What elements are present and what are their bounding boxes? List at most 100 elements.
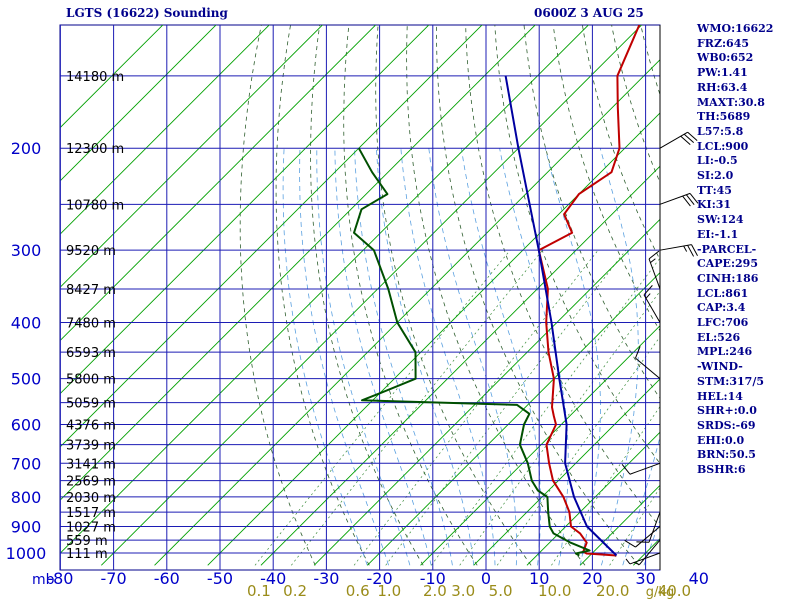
index-item: PW:1.41: [697, 66, 748, 80]
wind-barb-staff: [648, 511, 661, 543]
wind-barb-staff: [639, 539, 661, 565]
isotherm: [313, 218, 660, 566]
dry-adiabat: [375, 25, 532, 566]
isotherm: [526, 431, 660, 566]
index-item: STM:317/5: [697, 374, 764, 388]
temperature-profile: [537, 25, 641, 557]
index-item: LFC:706: [697, 316, 749, 330]
temperature-tick-label: -60: [154, 569, 180, 588]
mixing-ratio-label: 10.0: [538, 582, 571, 600]
pressure-tick-label: 800: [11, 488, 42, 507]
isotherm: [60, 25, 536, 501]
height-label: 559 m: [66, 534, 108, 549]
temperature-tick-label: -10: [420, 569, 446, 588]
temperature-tick-label: 30: [635, 569, 655, 588]
index-item: WMO:16622: [697, 22, 774, 35]
wind-barb-flag: [648, 250, 660, 260]
valid-time: 0600Z 3 AUG 25: [534, 6, 644, 20]
plot-frame: [59, 24, 661, 571]
moist-adiabat: [599, 148, 639, 566]
grid-layer: [59, 0, 800, 571]
temperature-tick-label: -70: [101, 569, 127, 588]
temperature-tick-label: 0: [481, 569, 491, 588]
dry-adiabat: [465, 25, 660, 528]
mixing-ratio-unit-label: g/kg: [646, 585, 674, 600]
index-item: WB0:652: [697, 51, 754, 65]
isotherm: [154, 59, 660, 566]
wind-barb-flag: [691, 244, 698, 256]
wind-barb-flag: [685, 194, 695, 205]
index-item: LCL:900: [697, 139, 749, 153]
data-layer: [353, 25, 641, 557]
mixing-ratio-label: 0.1: [247, 582, 271, 600]
moist-adiabat: [316, 148, 411, 566]
moist-adiabat: [499, 148, 569, 566]
height-label: 3141 m: [66, 457, 116, 472]
height-label: 10780 m: [66, 198, 124, 213]
dry-adiabat: [239, 25, 316, 566]
temperature-tick-label: -80: [47, 569, 73, 588]
moist-adiabat: [544, 148, 601, 566]
wind-barb: [635, 346, 661, 380]
pressure-tick-label: 1000: [6, 544, 47, 563]
height-label: 1027 m: [66, 521, 116, 536]
moist-adiabat: [282, 148, 368, 566]
height-label: 2030 m: [66, 491, 116, 506]
moist-adiabat: [400, 148, 496, 566]
index-item: RH:63.4: [697, 80, 748, 94]
dry-adiabat: [796, 0, 800, 565]
wind-barb-flag: [643, 285, 653, 296]
index-item: CAPE:295: [697, 257, 758, 271]
wind-barb-flag: [624, 540, 636, 548]
wind-barb-flag: [683, 245, 688, 252]
mixing-ratio-label: 2.0: [423, 582, 447, 600]
mixing-ratio-label: 0.2: [283, 582, 307, 600]
index-item: SW:124: [697, 213, 744, 227]
height-label: 3739 m: [66, 439, 116, 454]
height-label: 111 m: [66, 547, 108, 562]
wind-barb: [636, 511, 661, 543]
isotherm: [367, 271, 660, 566]
isotherm: [60, 25, 590, 555]
isotherm: [60, 25, 430, 395]
isotherm: [260, 165, 660, 566]
height-label: 9520 m: [66, 244, 116, 259]
wind-barb-staff: [659, 192, 691, 205]
moist-adiabat: [622, 434, 660, 566]
wind-barb: [633, 539, 661, 566]
index-item: CAP:3.4: [697, 301, 746, 315]
index-item: -PARCEL-: [697, 242, 757, 256]
wind-barb: [648, 250, 661, 290]
isotherm: [60, 25, 377, 342]
dry-adiabat: [581, 25, 660, 261]
temperature-tick-label: -40: [260, 569, 286, 588]
index-item: BRN:50.5: [697, 448, 756, 462]
label-layer: 100200300400500600700800900100014180 m12…: [6, 70, 709, 600]
mixing-ratio-line: [291, 249, 543, 566]
mixing-ratio-label: 1.0: [377, 582, 401, 600]
index-item: SRDS:-69: [697, 418, 756, 432]
index-item: L57:5.8: [697, 124, 744, 138]
index-item: EHI:0.0: [697, 433, 745, 447]
wind-barb-staff: [629, 462, 661, 475]
dewpoint-profile: [353, 147, 591, 557]
stability-indices: WMO:16622 FRZ:645 WB0:652 PW:1.41 RH:63.4 MAX…: [697, 22, 773, 478]
mixing-ratio-line: [353, 249, 599, 566]
pressure-tick-label: 700: [11, 454, 42, 473]
pressure-tick-label: 400: [11, 314, 42, 333]
wind-barb-flag: [683, 133, 695, 143]
wind-barb-flag: [682, 195, 691, 207]
mixing-ratio-line: [459, 290, 660, 566]
index-item: SI:2.0: [697, 169, 734, 183]
wind-barb: [625, 552, 661, 565]
index-item: EL:526: [697, 330, 741, 344]
moist-adiabat: [354, 148, 453, 566]
wind-barb-flag: [645, 293, 651, 299]
parcel-path: [504, 75, 618, 557]
temperature-tick-label: -30: [313, 569, 339, 588]
index-item: FRZ:645: [697, 36, 750, 50]
isotherm: [793, 0, 800, 565]
wind-barb: [659, 192, 699, 207]
